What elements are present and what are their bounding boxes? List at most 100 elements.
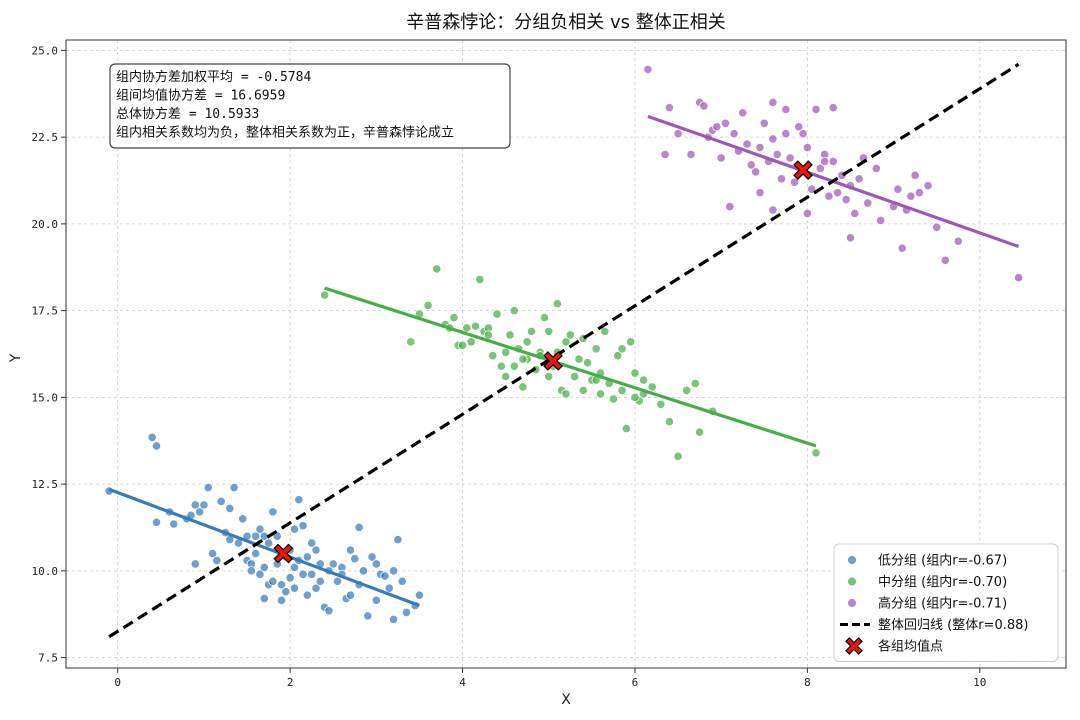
plot-layer	[104, 62, 1024, 639]
scatter-point	[815, 163, 825, 173]
legend-label: 低分组 (组内r=-0.67)	[878, 553, 1007, 569]
scatter-point	[332, 576, 343, 586]
scatter-point	[169, 519, 179, 529]
y-tick-label: 10.0	[32, 565, 59, 578]
y-tick-label: 25.0	[32, 44, 59, 57]
y-axis-label: Y	[8, 353, 24, 363]
scatter-point	[863, 198, 873, 208]
group-mean-marker	[793, 160, 813, 180]
stats-line: 组内相关系数均为负，整体相关系数为正，辛普森悖论成立	[116, 125, 454, 141]
scatter-point	[289, 562, 300, 572]
scatter-point	[393, 535, 403, 545]
scatter-point	[574, 354, 584, 364]
scatter-point	[570, 371, 580, 382]
legend-label: 各组均值点	[878, 639, 943, 655]
scatter-point	[518, 382, 528, 392]
series-0-fit-line	[108, 487, 421, 608]
scatter-point	[940, 255, 950, 265]
stats-line: 组内协方差加权平均 = -0.5784	[116, 69, 311, 85]
scatter-point	[298, 569, 308, 579]
scatter-point	[664, 417, 675, 427]
legend-swatch	[847, 598, 857, 608]
stats-box: 组内协方差加权平均 = -0.5784 组间均值协方差 = 16.6959 总体协方…	[109, 63, 511, 149]
scatter-point	[751, 167, 761, 177]
scatter-point	[824, 191, 834, 201]
scatter-point	[207, 548, 218, 559]
scatter-point	[259, 594, 269, 604]
x-tick-label: 4	[459, 676, 466, 689]
legend-swatch	[847, 576, 857, 587]
scatter-point	[311, 583, 321, 593]
scatter-point	[190, 559, 200, 569]
legend-swatch	[845, 637, 863, 655]
x-axis-label: X	[561, 692, 571, 708]
y-tick-label: 12.5	[32, 478, 59, 491]
scatter-point	[263, 538, 274, 548]
scatter-point	[462, 323, 472, 333]
scatter-point	[686, 149, 696, 160]
scatter-point	[953, 236, 963, 246]
scatter-point	[638, 375, 649, 385]
scatter-point	[544, 371, 554, 382]
scatter-point	[380, 571, 390, 581]
scatter-point	[526, 326, 537, 337]
scatter-point	[828, 156, 838, 167]
scatter-point	[626, 337, 636, 347]
scatter-point	[738, 108, 748, 118]
scatter-point	[345, 590, 356, 600]
scatter-point	[544, 326, 554, 337]
scatter-point	[682, 385, 692, 396]
scatter-point	[388, 566, 399, 576]
scatter-point	[315, 576, 325, 586]
scatter-point	[466, 337, 476, 347]
scatter-point	[759, 118, 769, 128]
series-1-points	[320, 264, 821, 461]
scatter-point	[539, 312, 550, 323]
stats-line: 总体协方差 = 10.5933	[116, 106, 259, 122]
scatter-point	[449, 312, 459, 323]
scatter-point	[582, 358, 593, 368]
scatter-point	[729, 129, 739, 139]
scatter-point	[302, 590, 312, 600]
legend-label: 高分组 (组内r=-0.71)	[878, 596, 1007, 612]
scatter-point	[617, 385, 627, 396]
scatter-point	[488, 351, 498, 361]
scatter-point	[324, 606, 334, 616]
scatter-point	[923, 181, 933, 191]
y-tick-label: 22.5	[32, 131, 59, 144]
scatter-point	[673, 451, 683, 461]
scatter-point	[406, 337, 416, 347]
scatter-point	[229, 482, 239, 493]
scatter-point	[699, 101, 709, 111]
scatter-point	[298, 521, 308, 531]
scatter-point	[268, 576, 278, 586]
scatter-point	[807, 184, 817, 194]
scatter-point	[203, 482, 213, 493]
scatter-point	[720, 118, 731, 128]
scatter-point	[811, 104, 821, 114]
scatter-point	[259, 562, 269, 572]
scatter-point	[505, 330, 515, 340]
scatter-point	[501, 347, 511, 357]
scatter-point	[350, 554, 360, 564]
scatter-point	[742, 139, 752, 149]
x-tick-label: 6	[632, 676, 639, 689]
scatter-point	[906, 191, 916, 201]
scatter-point	[345, 545, 356, 555]
scatter-point	[768, 97, 778, 108]
scatter-point	[660, 149, 670, 160]
scatter-point	[850, 208, 860, 219]
scatter-point	[518, 354, 528, 364]
scatter-point	[690, 378, 700, 389]
x-tick-label: 8	[804, 676, 811, 689]
scatter-point	[371, 595, 381, 605]
scatter-point	[483, 330, 494, 340]
scatter-point	[561, 337, 571, 347]
scatter-point	[578, 385, 588, 396]
scatter-point	[147, 432, 157, 442]
scatter-point	[289, 524, 300, 534]
scatter-point	[725, 201, 735, 212]
x-tick-label: 2	[287, 676, 294, 689]
scatter-point	[358, 566, 369, 576]
